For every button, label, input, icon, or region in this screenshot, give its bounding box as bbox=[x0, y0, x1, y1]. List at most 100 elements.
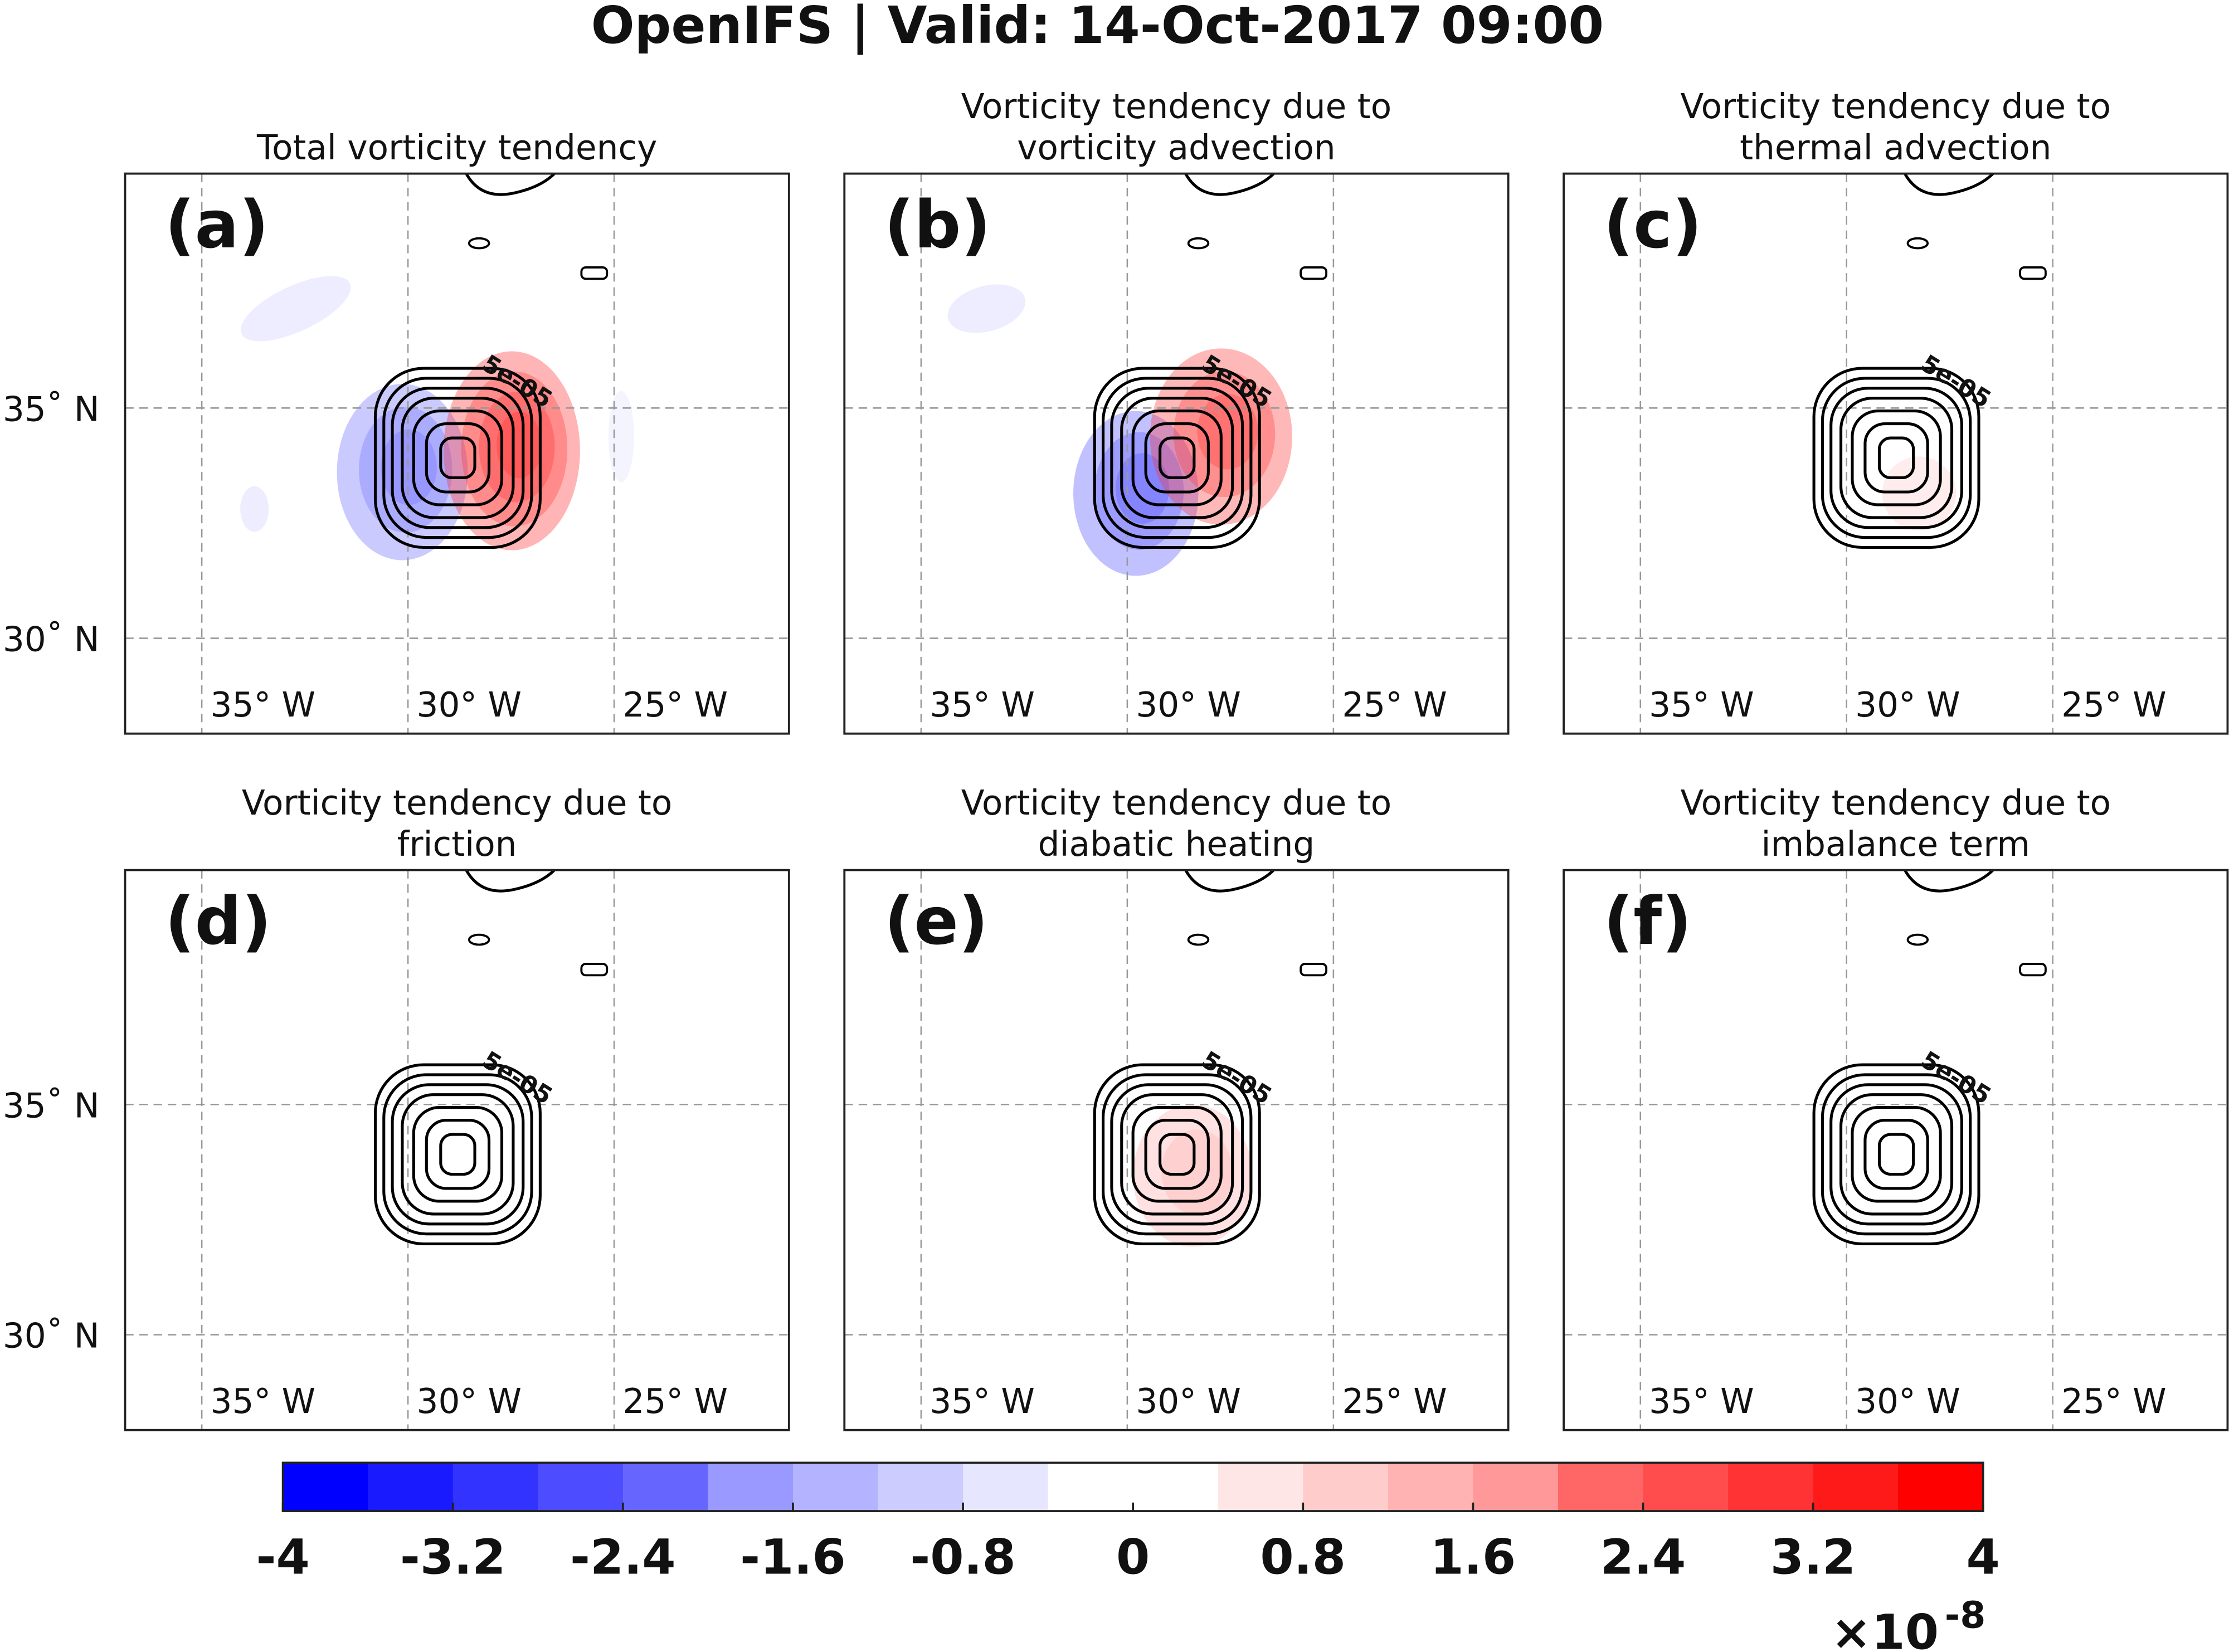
contour bbox=[1829, 1083, 1963, 1226]
contour bbox=[1131, 410, 1223, 506]
contour bbox=[1184, 172, 1275, 196]
colorbar-multiplier: ×10 bbox=[1831, 1605, 1939, 1652]
colorbar-tick-label: -3.2 bbox=[400, 1529, 506, 1585]
contour bbox=[1877, 436, 1915, 480]
contour bbox=[1851, 410, 1942, 506]
panel-frame bbox=[1563, 172, 2229, 735]
contour bbox=[468, 933, 490, 946]
contour bbox=[1300, 266, 1328, 280]
contour bbox=[1877, 1133, 1915, 1176]
contour bbox=[1110, 1083, 1244, 1226]
contour bbox=[1187, 933, 1210, 946]
contour bbox=[1821, 1073, 1972, 1236]
panel-frame bbox=[124, 172, 790, 735]
panel-label: (c) bbox=[1604, 187, 1702, 263]
colorbar-tick-label: 2.4 bbox=[1600, 1529, 1686, 1585]
colorbar-exponent: -8 bbox=[1945, 1593, 1986, 1636]
contour bbox=[1131, 1106, 1223, 1203]
panel-frame bbox=[124, 869, 790, 1431]
x-tick-label: 25° W bbox=[623, 685, 728, 725]
contour bbox=[425, 1119, 491, 1190]
x-tick-label: 25° W bbox=[2061, 1382, 2167, 1421]
contour bbox=[1184, 869, 1275, 893]
shading-blob bbox=[608, 391, 634, 483]
contour bbox=[1093, 367, 1261, 549]
contour bbox=[412, 1106, 504, 1203]
colorbar-segment bbox=[283, 1463, 369, 1512]
contour bbox=[1159, 436, 1196, 480]
panel-label: (d) bbox=[165, 883, 271, 959]
contour bbox=[1159, 1133, 1196, 1176]
colorbar-segment bbox=[1218, 1463, 1304, 1512]
colorbar-segment bbox=[1898, 1463, 1984, 1512]
x-tick-label: 35° W bbox=[1649, 1382, 1754, 1421]
contour bbox=[439, 1133, 476, 1176]
shading-blob bbox=[1094, 432, 1184, 550]
contour bbox=[580, 266, 609, 280]
colorbar-segment bbox=[1728, 1463, 1814, 1512]
y-tick-label: 30˚ N bbox=[3, 1317, 100, 1356]
colorbar-tick-label: 4 bbox=[1967, 1529, 2000, 1585]
colorbar-segment bbox=[1048, 1463, 1134, 1512]
colorbar-segment bbox=[622, 1463, 709, 1512]
panel-frame bbox=[1563, 869, 2229, 1431]
contour bbox=[2019, 266, 2047, 280]
colorbar-segment bbox=[1303, 1463, 1389, 1512]
contour bbox=[1120, 397, 1234, 519]
y-tick-label: 35˚ N bbox=[3, 1086, 100, 1125]
colorbar-tick-label: 3.2 bbox=[1770, 1529, 1856, 1585]
contour bbox=[1863, 422, 1929, 494]
colorbar-tick-label: -0.8 bbox=[910, 1529, 1016, 1585]
contour bbox=[1906, 933, 1929, 946]
contour bbox=[465, 172, 556, 196]
colorbar-segment bbox=[1558, 1463, 1644, 1512]
contour bbox=[1102, 1073, 1253, 1236]
shading-blob bbox=[240, 486, 269, 532]
x-tick-label: 30° W bbox=[417, 685, 522, 725]
contour bbox=[465, 869, 556, 893]
contour bbox=[439, 436, 476, 480]
panel-label: (f) bbox=[1604, 883, 1692, 959]
panel-title: Vorticity tendency due to bbox=[242, 783, 673, 823]
colorbar-segment bbox=[368, 1463, 454, 1512]
panel-title: Vorticity tendency due to bbox=[1681, 87, 2111, 126]
x-tick-label: 35° W bbox=[211, 685, 316, 725]
x-tick-label: 30° W bbox=[417, 1382, 522, 1421]
contour bbox=[1300, 963, 1328, 977]
x-tick-label: 35° W bbox=[211, 1382, 316, 1421]
x-tick-label: 35° W bbox=[929, 1382, 1035, 1421]
contour bbox=[391, 1083, 525, 1226]
colorbar-tick-label: 0.8 bbox=[1260, 1529, 1346, 1585]
contour bbox=[382, 1073, 533, 1236]
contour bbox=[1144, 1119, 1210, 1190]
panel-title: Vorticity tendency due to bbox=[961, 783, 1392, 823]
contour bbox=[1904, 869, 1994, 893]
colorbar-segment bbox=[1388, 1463, 1474, 1512]
colorbar-tick-label: 0 bbox=[1116, 1529, 1150, 1585]
map-panel: 35° W 30° W 25° W5e-05(e) bbox=[843, 869, 1510, 1431]
panel-title: Total vorticity tendency bbox=[256, 128, 657, 168]
colorbar-tick-label: -1.6 bbox=[740, 1529, 846, 1585]
contour bbox=[1821, 377, 1972, 539]
contour bbox=[1187, 237, 1210, 250]
contour bbox=[1904, 172, 1994, 196]
map-panel: 35° W 30° W 25° W35˚ N30˚ N5e-05(d) bbox=[3, 869, 790, 1431]
map-panel: 35° W 30° W 25° W5e-05(f) bbox=[1563, 869, 2229, 1431]
contour bbox=[1093, 1063, 1261, 1246]
colorbar-segment bbox=[1133, 1463, 1219, 1512]
shading-blob bbox=[240, 276, 351, 342]
contour bbox=[580, 963, 609, 977]
x-tick-label: 30° W bbox=[1136, 1382, 1240, 1421]
contour bbox=[1839, 1093, 1954, 1216]
x-tick-label: 30° W bbox=[1136, 685, 1240, 725]
panel-frame bbox=[843, 869, 1510, 1431]
contour bbox=[373, 367, 542, 549]
figure-title: OpenIFS | Valid: 14-Oct-2017 09:00 bbox=[591, 0, 1604, 55]
x-tick-label: 30° W bbox=[1855, 1382, 1960, 1421]
contour bbox=[373, 1063, 542, 1246]
contour bbox=[412, 410, 504, 506]
contour bbox=[1110, 387, 1244, 529]
colorbar-tick-label: -2.4 bbox=[570, 1529, 676, 1585]
colorbar-segment bbox=[878, 1463, 964, 1512]
